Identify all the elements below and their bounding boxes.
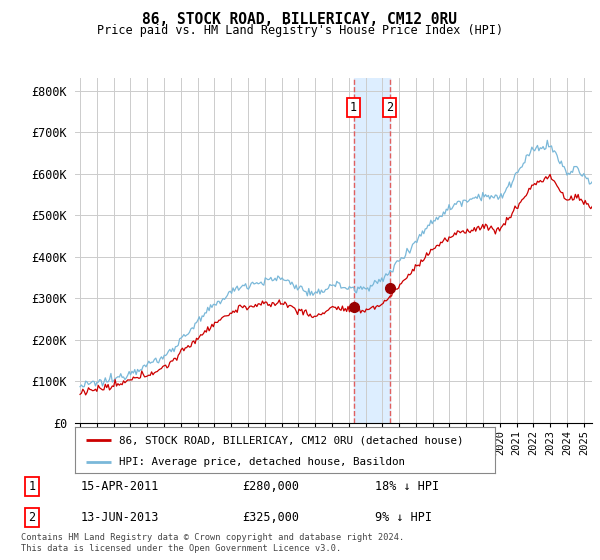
Text: 86, STOCK ROAD, BILLERICAY, CM12 0RU: 86, STOCK ROAD, BILLERICAY, CM12 0RU bbox=[143, 12, 458, 27]
Text: 1: 1 bbox=[350, 101, 357, 114]
Text: 1: 1 bbox=[29, 480, 36, 493]
Bar bbox=[353, 78, 390, 423]
Text: 15-APR-2011: 15-APR-2011 bbox=[81, 480, 160, 493]
Text: 13-JUN-2013: 13-JUN-2013 bbox=[81, 511, 160, 524]
Text: £325,000: £325,000 bbox=[242, 511, 299, 524]
Text: Price paid vs. HM Land Registry's House Price Index (HPI): Price paid vs. HM Land Registry's House … bbox=[97, 24, 503, 37]
Text: HPI: Average price, detached house, Basildon: HPI: Average price, detached house, Basi… bbox=[119, 457, 405, 466]
Text: 9% ↓ HPI: 9% ↓ HPI bbox=[375, 511, 432, 524]
Text: £280,000: £280,000 bbox=[242, 480, 299, 493]
Text: 18% ↓ HPI: 18% ↓ HPI bbox=[375, 480, 439, 493]
Text: 86, STOCK ROAD, BILLERICAY, CM12 0RU (detached house): 86, STOCK ROAD, BILLERICAY, CM12 0RU (de… bbox=[119, 435, 464, 445]
Text: 2: 2 bbox=[29, 511, 36, 524]
Text: Contains HM Land Registry data © Crown copyright and database right 2024.
This d: Contains HM Land Registry data © Crown c… bbox=[21, 533, 404, 553]
Text: 2: 2 bbox=[386, 101, 394, 114]
